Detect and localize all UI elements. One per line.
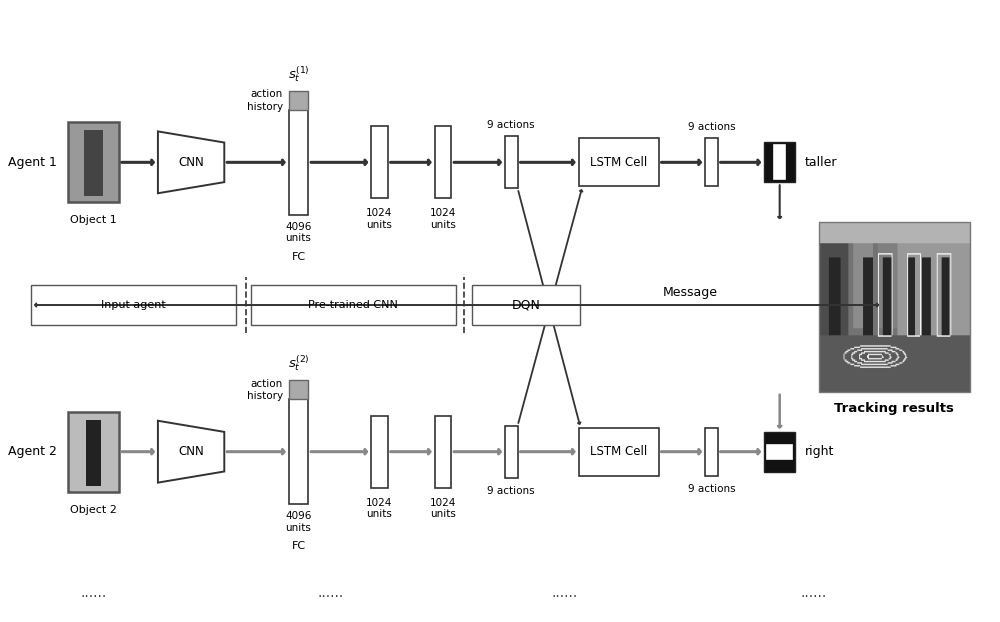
Text: CNN: CNN [178, 156, 204, 169]
Bar [251, 285, 456, 325]
Text: 1024
units: 1024 units [430, 498, 456, 519]
Text: action
history: action history [247, 90, 283, 112]
Bar [767, 445, 792, 458]
Text: 1024
units: 1024 units [366, 208, 393, 230]
Bar [289, 110, 308, 215]
Bar [705, 138, 718, 186]
Bar [84, 131, 103, 197]
Text: Pre-trained CNN: Pre-trained CNN [308, 300, 398, 310]
Text: 9 actions: 9 actions [487, 486, 535, 496]
Text: right: right [805, 445, 834, 458]
Bar [435, 126, 451, 198]
Text: 9 actions: 9 actions [487, 121, 535, 131]
Bar [764, 432, 795, 471]
Bar [289, 91, 308, 110]
Bar [371, 415, 388, 488]
Bar [579, 138, 659, 186]
Text: action
history: action history [247, 379, 283, 401]
Polygon shape [158, 131, 224, 193]
Text: taller: taller [805, 156, 838, 169]
Text: 4096
units: 4096 units [285, 221, 312, 243]
Text: ......: ...... [80, 587, 107, 600]
Text: 9 actions: 9 actions [688, 484, 735, 494]
Text: 1024
units: 1024 units [366, 498, 393, 519]
Text: LSTM Cell: LSTM Cell [590, 445, 647, 458]
Text: ......: ...... [318, 587, 344, 600]
Bar [31, 285, 236, 325]
Text: FC: FC [291, 252, 306, 262]
Bar [505, 136, 518, 188]
Text: $s_t^{(2)}$: $s_t^{(2)}$ [288, 354, 309, 373]
Bar [68, 123, 119, 202]
Text: LSTM Cell: LSTM Cell [590, 156, 647, 169]
Bar [289, 399, 308, 504]
Text: $s_t^{(1)}$: $s_t^{(1)}$ [288, 64, 309, 84]
Text: 4096
units: 4096 units [285, 511, 312, 532]
Bar [774, 146, 785, 179]
Bar [68, 412, 119, 491]
Text: Object 1: Object 1 [70, 215, 117, 225]
Text: DQN: DQN [511, 299, 540, 312]
Bar [472, 285, 580, 325]
Text: Agent 2: Agent 2 [8, 445, 56, 458]
Bar [764, 142, 795, 182]
Text: 1024
units: 1024 units [430, 208, 456, 230]
Bar [289, 380, 308, 399]
Text: Tracking results: Tracking results [834, 402, 954, 415]
Bar [86, 420, 101, 486]
Bar [579, 428, 659, 476]
Text: Object 2: Object 2 [70, 504, 117, 514]
Bar [705, 428, 718, 476]
Polygon shape [158, 420, 224, 483]
Bar [435, 415, 451, 488]
Text: CNN: CNN [178, 445, 204, 458]
Text: Input agent: Input agent [101, 300, 166, 310]
Text: Agent 1: Agent 1 [8, 156, 56, 169]
Bar [505, 425, 518, 478]
Bar [819, 222, 970, 392]
Text: 9 actions: 9 actions [688, 123, 735, 132]
Text: Message: Message [663, 285, 718, 299]
Bar [371, 126, 388, 198]
Text: FC: FC [291, 541, 306, 551]
Text: ......: ...... [801, 587, 827, 600]
Text: ......: ...... [552, 587, 578, 600]
